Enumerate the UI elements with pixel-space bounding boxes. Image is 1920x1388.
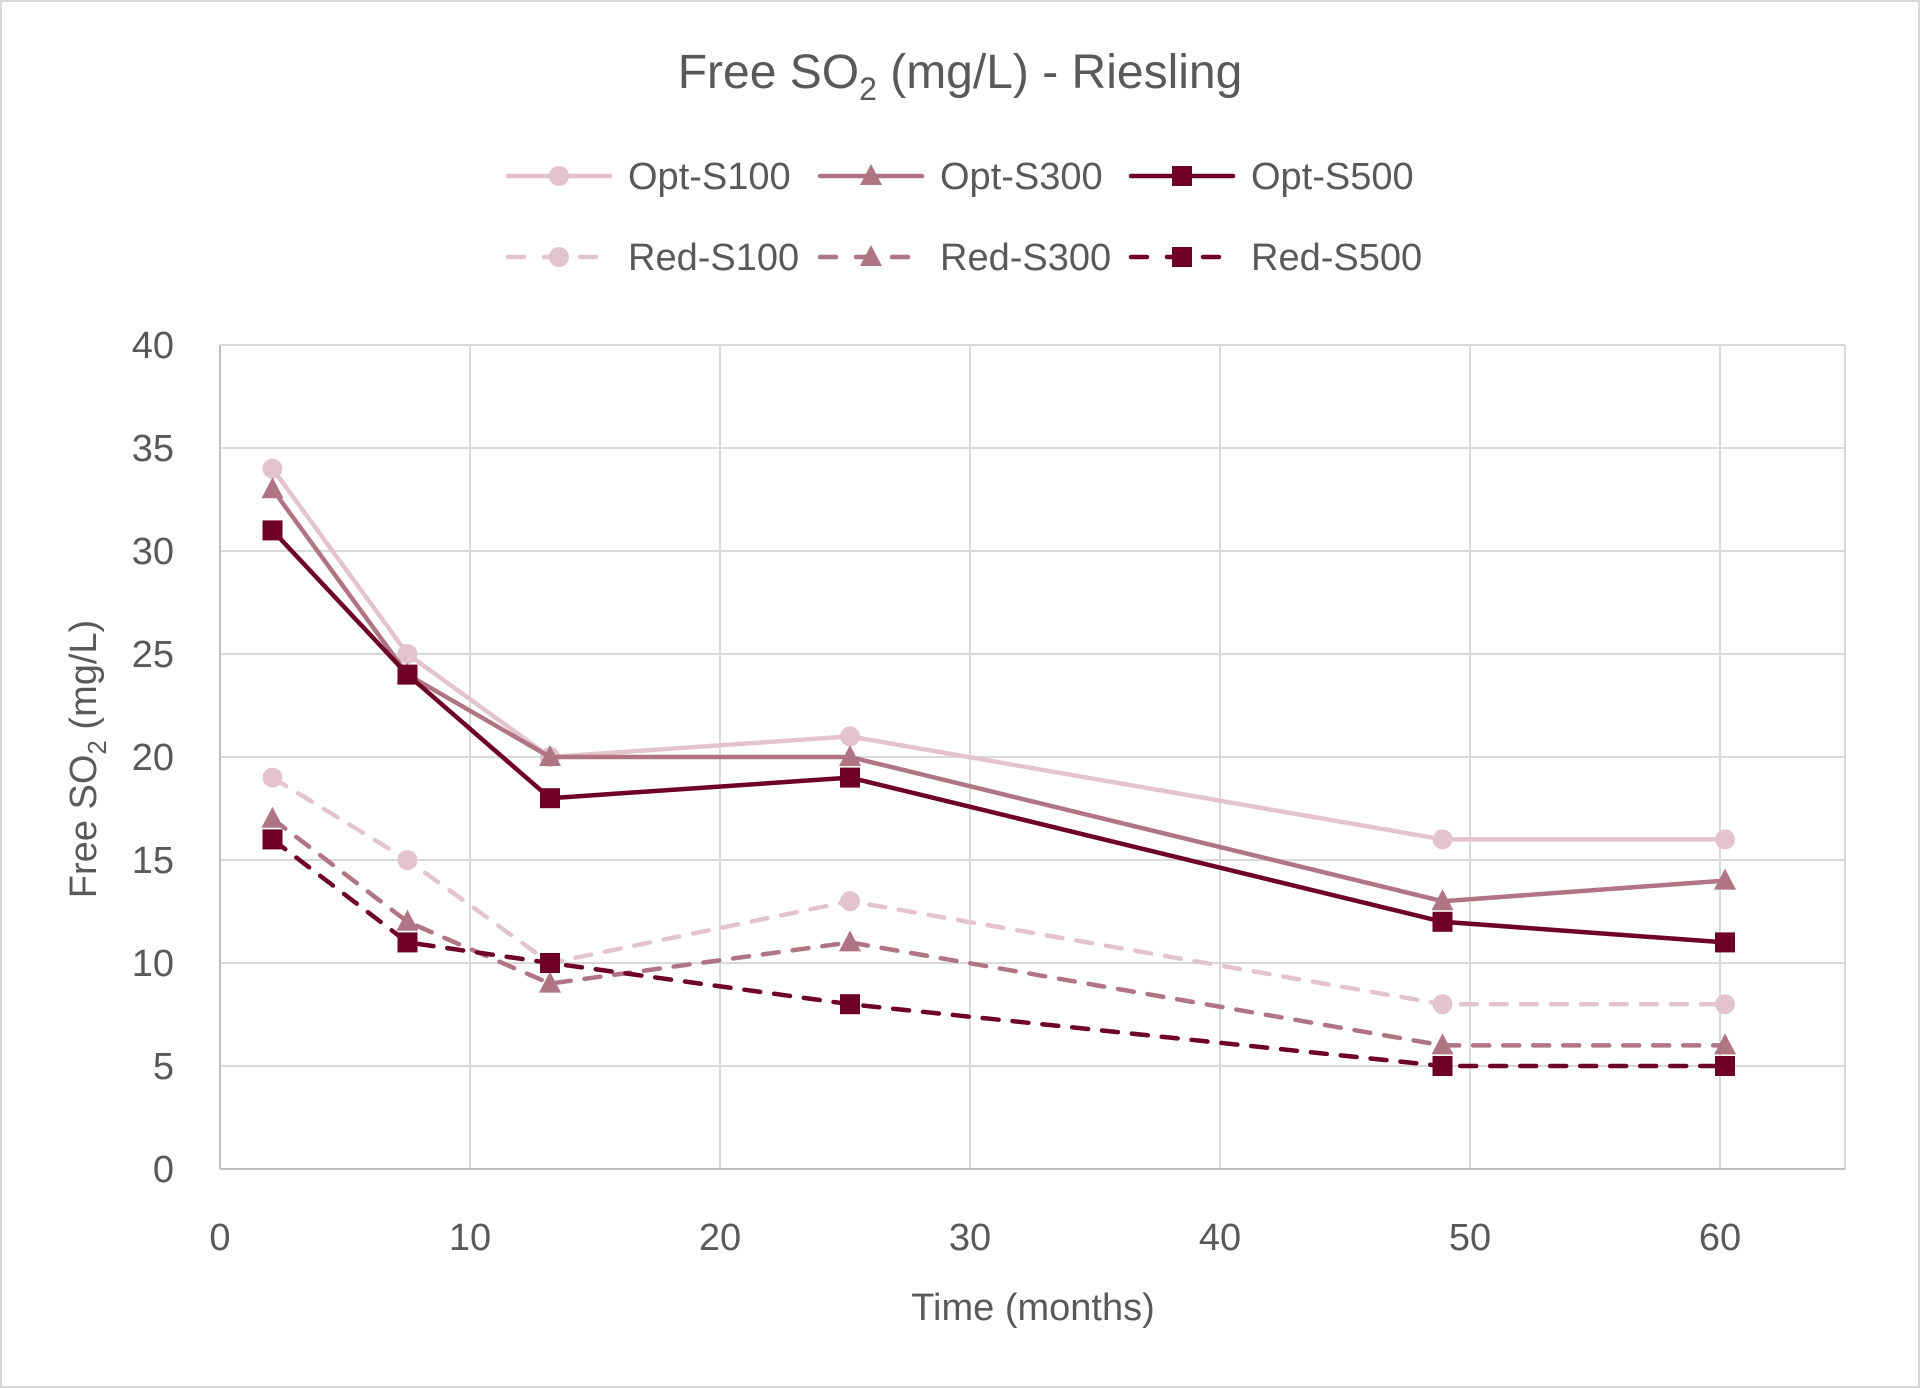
data-point-square bbox=[840, 767, 860, 788]
y-tick-label: 15 bbox=[132, 840, 174, 882]
y-tick-label: 10 bbox=[132, 943, 174, 985]
data-point-circle bbox=[262, 767, 283, 788]
data-point-triangle bbox=[839, 930, 861, 952]
series-line bbox=[270, 528, 1728, 945]
legend-label: Red-S500 bbox=[1251, 237, 1422, 279]
legend-item-opt-s100: Opt-S100 bbox=[505, 156, 791, 198]
legend-item-red-s500: Red-S500 bbox=[1128, 237, 1422, 279]
y-tick-label: 20 bbox=[132, 737, 174, 779]
legend-label: Red-S100 bbox=[628, 237, 799, 279]
y-tick-label: 40 bbox=[132, 325, 174, 367]
data-point-square bbox=[1432, 1056, 1453, 1076]
data-point-square bbox=[540, 953, 560, 973]
data-point-triangle bbox=[261, 477, 284, 499]
series-red-s300 bbox=[261, 806, 1736, 1055]
legend-marker-square bbox=[1172, 166, 1192, 186]
series-line bbox=[270, 816, 1728, 1048]
data-point-circle bbox=[397, 850, 418, 870]
x-tick-label: 0 bbox=[209, 1217, 230, 1259]
data-point-square bbox=[840, 994, 860, 1015]
data-point-triangle bbox=[261, 806, 284, 828]
data-point-circle bbox=[1432, 994, 1453, 1015]
legend: Opt-S100 Opt-S300 Opt-S500 Red-S100 Red-S300… bbox=[505, 156, 1422, 279]
chart-title: Free SO2 (mg/L) - Riesling bbox=[678, 46, 1243, 107]
legend-marker-triangle bbox=[860, 245, 882, 266]
x-tick-label: 30 bbox=[949, 1217, 991, 1259]
data-point-triangle bbox=[1714, 1033, 1736, 1055]
data-point-square bbox=[397, 932, 418, 953]
series-line bbox=[270, 775, 1728, 1007]
legend-marker-circle bbox=[549, 166, 569, 186]
data-point-triangle bbox=[396, 909, 419, 931]
y-tick-label: 5 bbox=[153, 1046, 174, 1088]
data-point-triangle bbox=[1431, 1033, 1454, 1055]
axes: 0 5 10 15 20 25 30 35 40 0 10 20 30 40 50 60 bbox=[132, 325, 1845, 1259]
legend-marker-square bbox=[1172, 247, 1192, 267]
data-point-circle bbox=[262, 458, 283, 479]
x-tick-label: 50 bbox=[1449, 1217, 1491, 1259]
y-tick-label: 30 bbox=[132, 531, 174, 573]
legend-label: Red-S300 bbox=[940, 237, 1111, 279]
data-point-circle bbox=[1715, 994, 1735, 1015]
data-point-square bbox=[397, 664, 418, 685]
legend-label: Opt-S500 bbox=[1251, 156, 1414, 198]
y-tick-label: 0 bbox=[153, 1149, 174, 1191]
data-point-square bbox=[262, 829, 283, 850]
legend-marker-triangle bbox=[860, 164, 882, 185]
gridlines bbox=[220, 344, 1846, 1169]
x-tick-label: 20 bbox=[699, 1217, 741, 1259]
series-line bbox=[270, 466, 1728, 842]
legend-label: Opt-S300 bbox=[940, 156, 1103, 198]
data-point-square bbox=[1715, 932, 1735, 953]
data-point-circle bbox=[1432, 829, 1453, 850]
legend-marker-circle bbox=[549, 247, 569, 267]
data-point-triangle bbox=[539, 971, 561, 993]
data-point-triangle bbox=[1431, 889, 1454, 911]
x-tick-label: 60 bbox=[1699, 1217, 1741, 1259]
legend-item-opt-s500: Opt-S500 bbox=[1128, 156, 1414, 198]
legend-item-opt-s300: Opt-S300 bbox=[817, 156, 1103, 198]
legend-label: Opt-S100 bbox=[628, 156, 791, 198]
data-point-square bbox=[1432, 911, 1453, 932]
data-point-triangle bbox=[539, 745, 561, 766]
data-point-square bbox=[262, 520, 283, 541]
series-group bbox=[261, 458, 1736, 1076]
data-point-triangle bbox=[1714, 868, 1736, 890]
series-line bbox=[270, 486, 1728, 904]
y-axis-title: Free SO2 (mg/L) bbox=[63, 620, 112, 898]
data-point-triangle bbox=[839, 745, 861, 766]
data-point-square bbox=[540, 788, 560, 809]
data-point-circle bbox=[840, 891, 860, 912]
data-point-circle bbox=[1715, 829, 1735, 850]
data-point-square bbox=[1715, 1056, 1735, 1076]
y-tick-label: 35 bbox=[132, 428, 174, 470]
legend-item-red-s100: Red-S100 bbox=[505, 237, 799, 279]
data-point-circle bbox=[397, 644, 418, 664]
data-point-circle bbox=[840, 726, 860, 747]
legend-item-red-s300: Red-S300 bbox=[817, 237, 1111, 279]
x-tick-label: 10 bbox=[449, 1217, 491, 1259]
series-opt-s100 bbox=[262, 458, 1735, 850]
series-opt-s500 bbox=[262, 520, 1735, 953]
series-red-s500 bbox=[262, 829, 1735, 1076]
series-line bbox=[270, 837, 1728, 1069]
x-tick-label: 40 bbox=[1199, 1217, 1241, 1259]
y-tick-label: 25 bbox=[132, 634, 174, 676]
x-axis-title: Time (months) bbox=[911, 1287, 1155, 1329]
